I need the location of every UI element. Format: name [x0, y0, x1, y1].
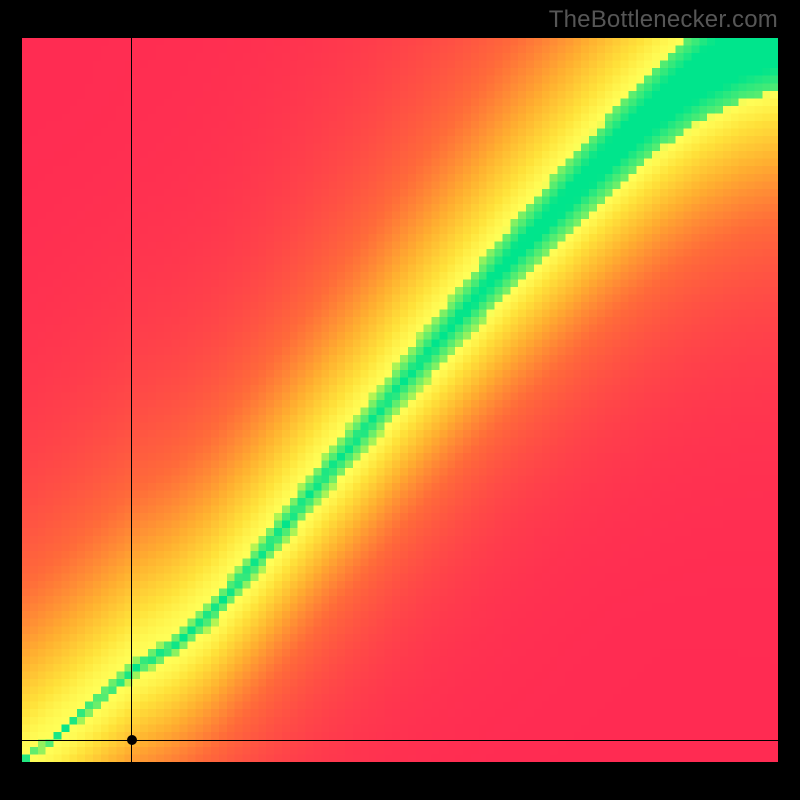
watermark-text: TheBottlenecker.com	[549, 6, 778, 34]
crosshair-vertical	[131, 38, 132, 762]
heatmap-plot	[22, 38, 778, 762]
marker-dot	[127, 735, 137, 745]
heatmap-canvas	[22, 38, 778, 762]
